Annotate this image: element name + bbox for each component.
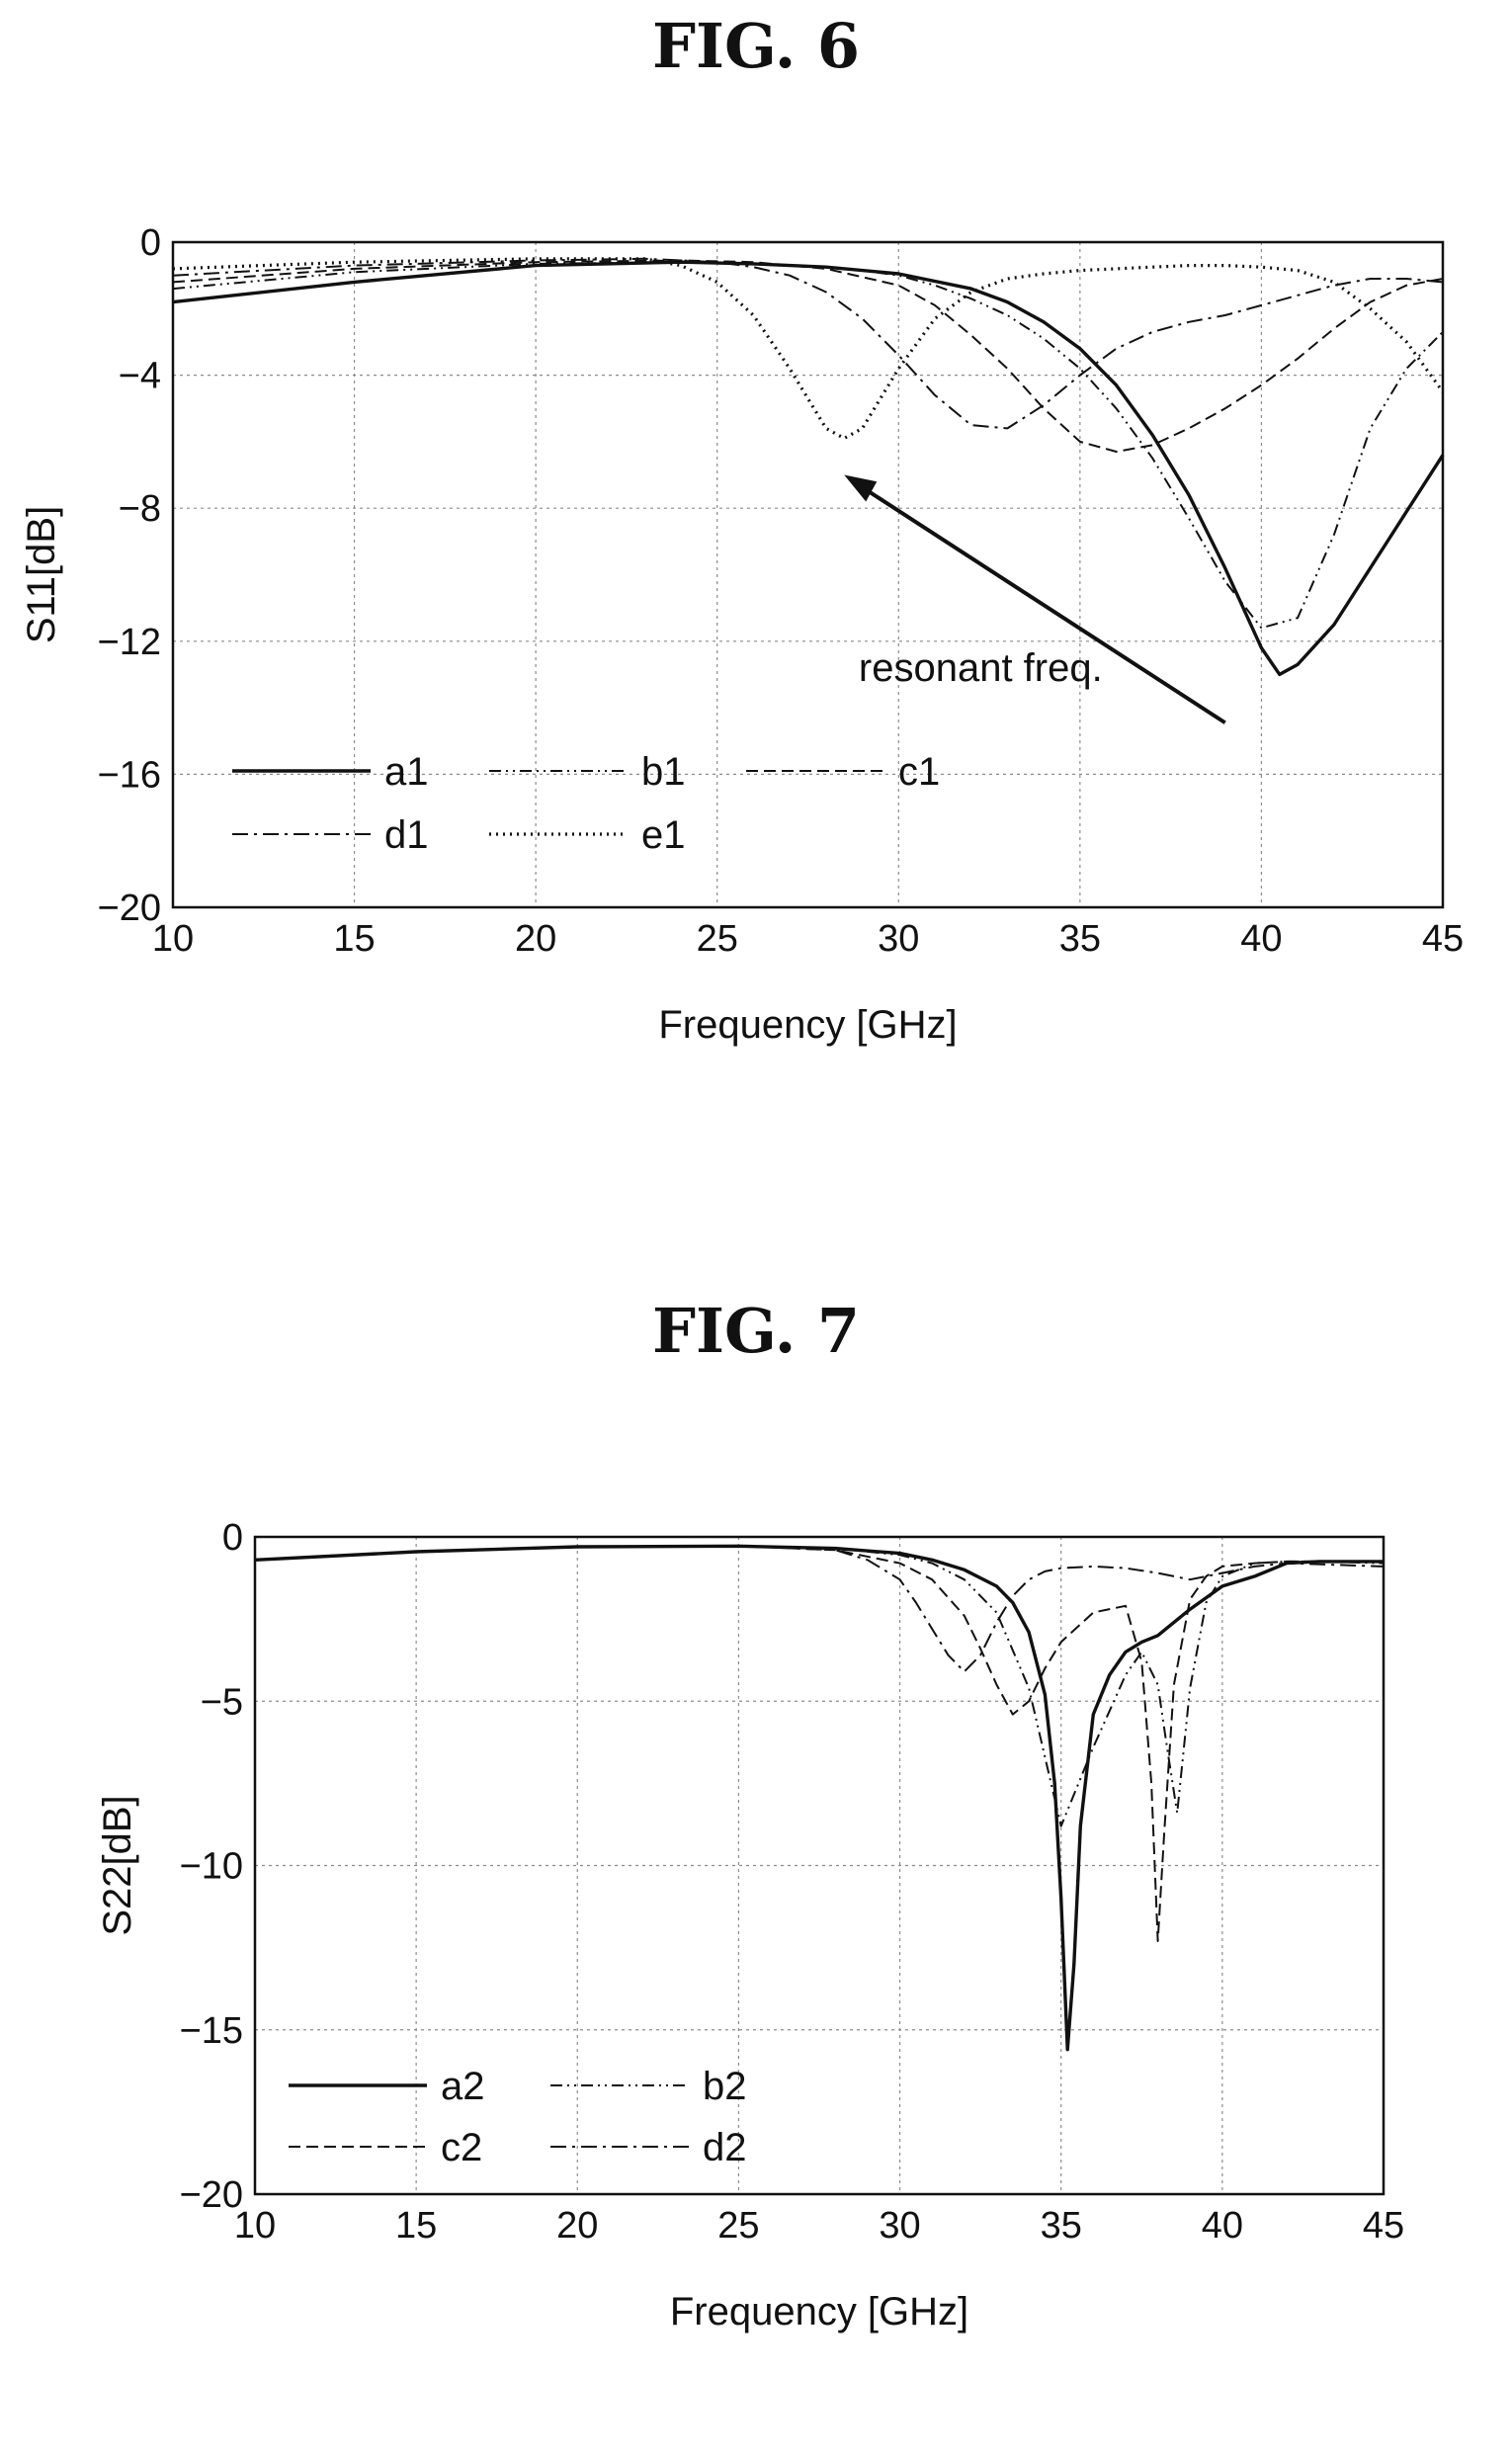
x-tick-label: 15 bbox=[333, 918, 375, 960]
series-line-c2 bbox=[254, 1545, 1384, 1942]
legend-label-b2: b2 bbox=[703, 2065, 747, 2108]
series-line-b1 bbox=[172, 261, 1444, 630]
fig7-chart: 10 15 20 25 30 35 40 45 0 −5 −10 −15 −20 Frequency [G… bbox=[96, 1517, 1404, 2334]
x-tick-label: 30 bbox=[878, 918, 919, 960]
x-tick-label: 45 bbox=[1422, 918, 1464, 960]
y-tick-label: −12 bbox=[98, 622, 161, 663]
legend-label-e1: e1 bbox=[641, 813, 686, 857]
y-tick-label: 0 bbox=[222, 1517, 243, 1559]
y-tick-label: 0 bbox=[140, 222, 161, 264]
x-tick-label: 10 bbox=[152, 918, 194, 960]
legend-label-a1: a1 bbox=[384, 750, 429, 794]
x-tick-label: 25 bbox=[697, 918, 738, 960]
fig6-title: FIG. 6 bbox=[651, 10, 861, 82]
plot-frame bbox=[171, 240, 1445, 909]
y-tick-label: −20 bbox=[98, 888, 161, 929]
legend-label-c2: c2 bbox=[441, 2126, 482, 2169]
series-line-a2 bbox=[254, 1544, 1384, 2052]
x-tick-label: 15 bbox=[395, 2205, 437, 2247]
fig7-title: FIG. 7 bbox=[651, 1295, 861, 1367]
x-tick-label: 10 bbox=[234, 2205, 276, 2247]
series-line-a1 bbox=[172, 260, 1445, 677]
annotation-text: resonant freq. bbox=[859, 646, 1103, 690]
x-tick-label: 25 bbox=[717, 2205, 759, 2247]
x-tick-label: 20 bbox=[556, 2205, 598, 2247]
y-tick-label: −5 bbox=[201, 1681, 243, 1723]
series-line-d2 bbox=[254, 1545, 1385, 1673]
series-line-d1 bbox=[172, 257, 1444, 430]
x-tick-label: 20 bbox=[515, 918, 556, 960]
y-tick-label: −16 bbox=[98, 754, 161, 796]
series-line-b2 bbox=[254, 1545, 1385, 1827]
y-tick-label: −10 bbox=[180, 1846, 243, 1888]
series-line-e1 bbox=[172, 257, 1445, 441]
annotation-arrow bbox=[857, 482, 1226, 724]
annotation-arrowhead bbox=[844, 474, 878, 502]
x-tick-label: 40 bbox=[1240, 918, 1282, 960]
legend-label-a2: a2 bbox=[441, 2065, 485, 2108]
y-tick-label: −4 bbox=[119, 356, 161, 397]
y-axis-label: S22[dB] bbox=[96, 1795, 139, 1935]
series-line-c1 bbox=[172, 259, 1444, 453]
x-axis-label: Frequency [GHz] bbox=[670, 2290, 968, 2334]
plot-frame bbox=[253, 1535, 1386, 2196]
y-tick-label: −15 bbox=[180, 2010, 243, 2052]
legend-label-d2: d2 bbox=[703, 2126, 747, 2169]
y-tick-label: −8 bbox=[119, 488, 161, 530]
y-axis-label: S11[dB] bbox=[20, 506, 63, 643]
x-tick-label: 30 bbox=[879, 2205, 920, 2247]
legend-label-d1: d1 bbox=[384, 813, 429, 857]
legend-label-b1: b1 bbox=[641, 750, 686, 794]
x-tick-label: 40 bbox=[1202, 2205, 1243, 2247]
x-tick-label: 35 bbox=[1041, 2205, 1082, 2247]
fig6-chart: 10 15 20 25 30 35 40 45 0 −4 −8 −12 −16 −20 Frequency … bbox=[20, 222, 1464, 1047]
x-axis-label: Frequency [GHz] bbox=[658, 1003, 957, 1047]
legend-label-c1: c1 bbox=[898, 750, 940, 794]
y-tick-label: −20 bbox=[180, 2174, 243, 2216]
x-tick-label: 45 bbox=[1363, 2205, 1404, 2247]
x-tick-label: 35 bbox=[1059, 918, 1101, 960]
